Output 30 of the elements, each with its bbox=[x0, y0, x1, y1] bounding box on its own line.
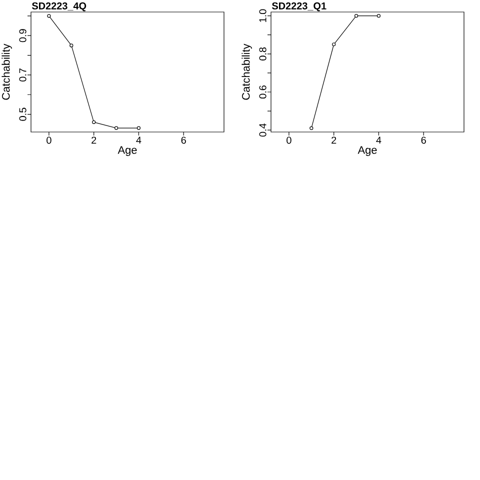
point bbox=[92, 120, 96, 124]
point bbox=[354, 14, 358, 18]
point bbox=[376, 14, 381, 18]
x-tick-label: 2 bbox=[92, 136, 96, 144]
y-tick-label: 0.6 bbox=[259, 86, 266, 99]
x-tick-label: 4 bbox=[376, 136, 382, 144]
point bbox=[332, 42, 336, 46]
chart-title: SD2223_4Q bbox=[32, 2, 86, 12]
y-tick-label: 0.8 bbox=[259, 47, 266, 60]
chart-title: SD2223_Q1 bbox=[272, 2, 326, 12]
point bbox=[114, 126, 118, 130]
x-tick-label: 2 bbox=[332, 136, 336, 144]
x-axis-title: Age bbox=[358, 146, 377, 156]
y-tick-label: 1.0 bbox=[259, 9, 266, 22]
point bbox=[47, 14, 51, 18]
y-tick-label: 0.9 bbox=[19, 29, 26, 42]
x-tick-label: 6 bbox=[421, 136, 426, 144]
point bbox=[70, 44, 74, 48]
x-tick-label: 0 bbox=[286, 136, 292, 144]
y-tick-label: 0.5 bbox=[19, 108, 26, 121]
y-tick-label: 0.4 bbox=[259, 123, 266, 137]
point bbox=[310, 126, 314, 130]
x-tick-label: 6 bbox=[181, 136, 186, 144]
x-tick-label: 4 bbox=[136, 136, 142, 144]
y-axis-title: Catchability bbox=[2, 44, 12, 100]
point bbox=[136, 126, 141, 130]
x-tick-label: 0 bbox=[46, 136, 52, 144]
x-axis-title: Age bbox=[118, 146, 137, 156]
y-tick-label: 0.7 bbox=[19, 68, 26, 82]
y-axis-title: Catchability bbox=[242, 44, 252, 100]
